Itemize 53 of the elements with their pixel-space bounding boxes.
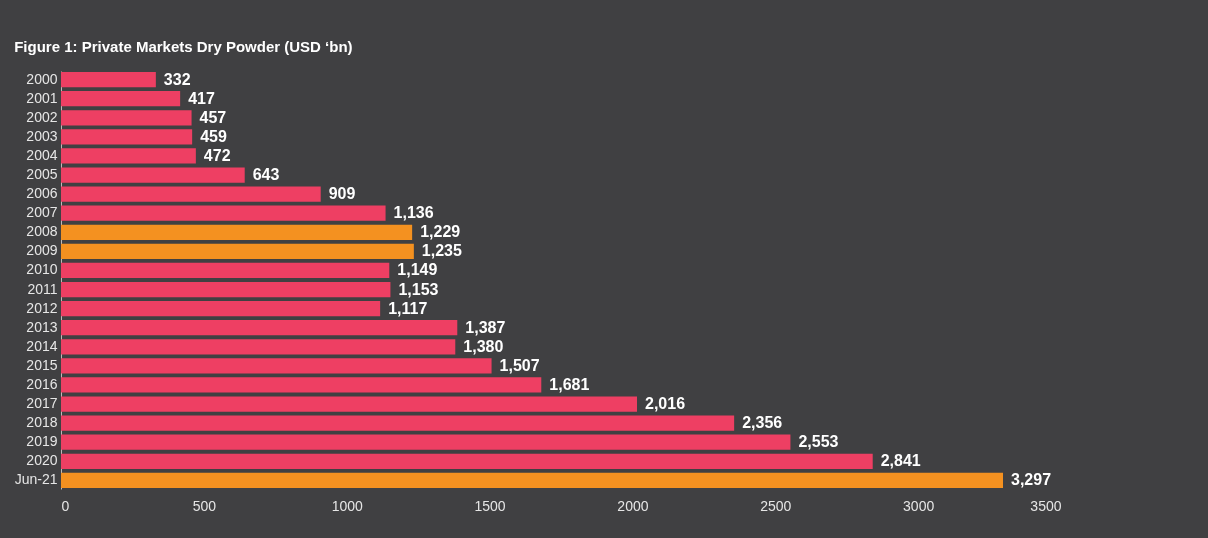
data-label: 1,229: [420, 223, 461, 241]
y-tick-label: 2018: [26, 414, 58, 431]
data-label: 2,356: [742, 414, 783, 432]
data-label: 1,235: [421, 242, 462, 260]
x-tick-label: 0: [61, 497, 70, 514]
y-tick-label: 2010: [26, 261, 58, 278]
data-label: 1,136: [393, 204, 434, 222]
chart-title: Figure 1: Private Markets Dry Powder (USD ‘bn): [14, 38, 353, 55]
x-tick-label: 2500: [760, 497, 792, 514]
y-tick-label: 2003: [26, 127, 58, 144]
y-tick-label: 2016: [26, 375, 58, 392]
y-tick-label: 2012: [26, 299, 58, 316]
data-label: 2,016: [645, 395, 686, 413]
x-tick-label: 2000: [617, 497, 649, 514]
data-label: 1,681: [549, 375, 590, 393]
y-tick-label: 2011: [27, 280, 58, 297]
data-label: 1,387: [465, 318, 506, 336]
y-tick-label: 2006: [26, 185, 58, 202]
y-tick-label: 2014: [26, 337, 58, 354]
data-label: 1,153: [398, 280, 439, 298]
data-label: 2,841: [880, 452, 921, 470]
data-label: 1,149: [397, 261, 438, 279]
data-label: 457: [199, 108, 227, 126]
data-label: 459: [200, 127, 227, 145]
data-label: 2,553: [798, 433, 839, 451]
y-tick-label: 2005: [26, 166, 58, 183]
y-tick-label: 2001: [26, 89, 58, 106]
data-label: 1,380: [463, 337, 504, 355]
y-tick-label: 2004: [26, 146, 58, 163]
y-tick-label: Jun-21: [14, 471, 58, 488]
data-label: 332: [163, 70, 191, 88]
y-tick-label: 2008: [26, 223, 58, 240]
y-tick-label: 2020: [26, 452, 58, 469]
y-tick-label: 2000: [26, 70, 58, 87]
data-label: 1,117: [388, 299, 428, 317]
x-tick-label: 1500: [474, 497, 506, 514]
y-tick-label: 2007: [26, 204, 58, 221]
data-label: 417: [188, 89, 215, 107]
x-tick-label: 3000: [903, 497, 935, 514]
x-tick-label: 3500: [1030, 497, 1062, 514]
x-tick-label: 1000: [331, 497, 363, 514]
data-label: 643: [252, 166, 280, 184]
x-tick-label: 500: [192, 497, 217, 514]
y-tick-label: 2019: [26, 433, 58, 450]
data-label: 909: [328, 185, 356, 203]
data-label: 3,297: [1011, 471, 1052, 489]
y-tick-label: 2017: [26, 395, 58, 412]
data-label: 1,507: [499, 356, 540, 374]
y-tick-label: 2009: [26, 242, 58, 259]
y-tick-label: 2002: [26, 108, 58, 125]
y-tick-label: 2013: [26, 318, 58, 335]
y-tick-label: 2015: [26, 356, 58, 373]
data-label: 472: [203, 146, 231, 164]
